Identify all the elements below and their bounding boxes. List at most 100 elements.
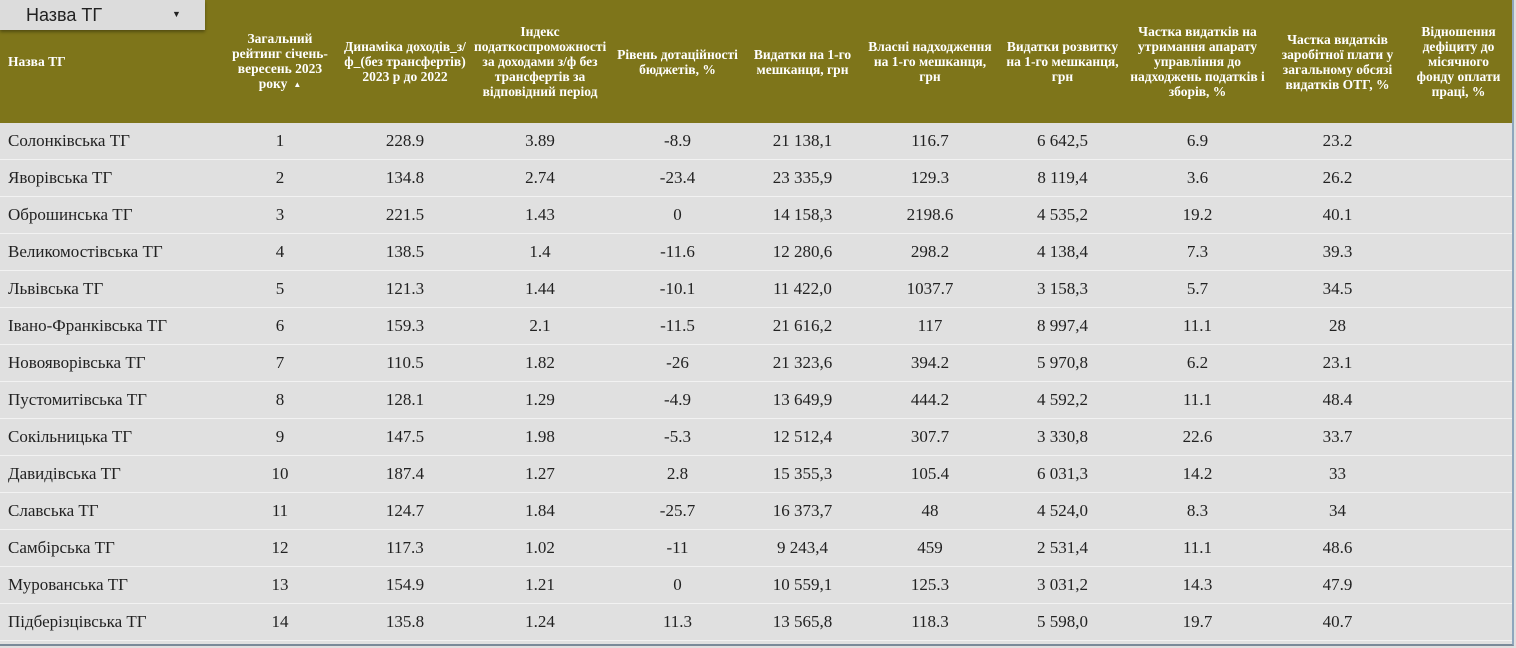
table-row[interactable]: Мурованська ТГ 13 154.9 1.21 0 10 559,1 125.3 3… xyxy=(0,566,1512,604)
cell-own-revenue-per-capita: 48 xyxy=(860,492,1000,530)
cell-rating: 4 xyxy=(220,233,340,271)
table-row[interactable]: Яворівська ТГ 2 134.8 2.74 -23.4 23 335,9 129.… xyxy=(0,159,1512,197)
table-row[interactable]: Оброшинська ТГ 3 221.5 1.43 0 14 158,3 2198.6 4… xyxy=(0,196,1512,234)
table-row[interactable]: Великомостівська ТГ 4 138.5 1.4 -11.6 12 280,… xyxy=(0,233,1512,271)
table-row[interactable]: Львівська ТГ 5 121.3 1.44 -10.1 11 422,0 1037.… xyxy=(0,270,1512,308)
cell-development-expenses: 2 531,4 xyxy=(1000,529,1125,567)
header-row: Назва ТГ Загальний рейтинг січень-вересе… xyxy=(0,0,1512,123)
tg-name-filter-dropdown[interactable]: Назва ТГ ▼ xyxy=(0,0,205,30)
column-header-subsidy-level[interactable]: Рівень дотаційності бюджетів, % xyxy=(610,0,745,123)
cell-deficit-ratio xyxy=(1405,344,1512,382)
cell-subsidy-level: -23.4 xyxy=(610,159,745,197)
cell-own-revenue-per-capita: 129.3 xyxy=(860,159,1000,197)
sort-ascending-icon: ▲ xyxy=(293,80,302,90)
cell-rating: 3 xyxy=(220,196,340,234)
cell-salary-share: 40.1 xyxy=(1270,196,1405,234)
cell-own-revenue-per-capita: 1037.7 xyxy=(860,270,1000,308)
cell-revenue-dynamics: 154.9 xyxy=(340,566,470,604)
column-header-development-expenses[interactable]: Видатки розвитку на 1-го мешканця, грн xyxy=(1000,0,1125,123)
column-header-revenue-dynamics[interactable]: Динаміка доходів_з/ф_(без трансфертів) 2… xyxy=(340,0,470,123)
cell-subsidy-level: -26 xyxy=(610,344,745,382)
cell-rating: 12 xyxy=(220,529,340,567)
cell-tax-capacity-index: 1.4 xyxy=(470,233,610,271)
cell-deficit-ratio xyxy=(1405,603,1512,641)
cell-deficit-ratio xyxy=(1405,492,1512,530)
cell-rating: 6 xyxy=(220,307,340,345)
cell-tax-capacity-index: 1.43 xyxy=(470,196,610,234)
cell-expenses-per-capita: 15 355,3 xyxy=(745,455,860,493)
cell-subsidy-level: -11.6 xyxy=(610,233,745,271)
cell-salary-share: 26.2 xyxy=(1270,159,1405,197)
cell-expenses-per-capita: 21 616,2 xyxy=(745,307,860,345)
column-header-rating-label: Загальний рейтинг січень-вересень 2023 р… xyxy=(232,30,328,91)
table-row[interactable]: Новояворівська ТГ 7 110.5 1.82 -26 21 323,6 39… xyxy=(0,344,1512,382)
cell-expenses-per-capita: 12 512,4 xyxy=(745,418,860,456)
cell-expenses-per-capita: 16 373,7 xyxy=(745,492,860,530)
cell-tg-name: Мурованська ТГ xyxy=(0,566,220,604)
cell-tg-name: Пустомитівська ТГ xyxy=(0,381,220,419)
cell-deficit-ratio xyxy=(1405,270,1512,308)
table-row[interactable]: Сокільницька ТГ 9 147.5 1.98 -5.3 12 512,4 307… xyxy=(0,418,1512,456)
cell-tax-capacity-index: 2.1 xyxy=(470,307,610,345)
table-row[interactable]: Івано-Франківська ТГ 6 159.3 2.1 -11.5 21 616… xyxy=(0,307,1512,345)
cell-salary-share: 48.4 xyxy=(1270,381,1405,419)
column-header-salary-share[interactable]: Частка видатків заробітної плати у загал… xyxy=(1270,0,1405,123)
cell-expenses-per-capita: 21 323,6 xyxy=(745,344,860,382)
cell-deficit-ratio xyxy=(1405,381,1512,419)
cell-subsidy-level: 11.3 xyxy=(610,603,745,641)
cell-salary-share: 47.9 xyxy=(1270,566,1405,604)
cell-tg-name: Солонківська ТГ xyxy=(0,123,220,160)
column-header-expenses-per-capita[interactable]: Видатки на 1-го мешканця, грн xyxy=(745,0,860,123)
cell-admin-expenses-share: 7.3 xyxy=(1125,233,1270,271)
cell-deficit-ratio xyxy=(1405,123,1512,160)
cell-tg-name: Підберізцівська ТГ xyxy=(0,603,220,641)
cell-subsidy-level: -5.3 xyxy=(610,418,745,456)
table-row[interactable]: Самбірська ТГ 12 117.3 1.02 -11 9 243,4 459 2 5… xyxy=(0,529,1512,567)
cell-own-revenue-per-capita: 116.7 xyxy=(860,123,1000,160)
cell-development-expenses: 3 330,8 xyxy=(1000,418,1125,456)
cell-salary-share: 40.7 xyxy=(1270,603,1405,641)
cell-revenue-dynamics: 228.9 xyxy=(340,123,470,160)
cell-rating: 1 xyxy=(220,123,340,160)
cell-own-revenue-per-capita: 2198.6 xyxy=(860,196,1000,234)
cell-revenue-dynamics: 124.7 xyxy=(340,492,470,530)
table-row[interactable]: Солонківська ТГ 1 228.9 3.89 -8.9 21 138,1 116… xyxy=(0,123,1512,160)
cell-subsidy-level: -4.9 xyxy=(610,381,745,419)
cell-tg-name: Новояворівська ТГ xyxy=(0,344,220,382)
cell-admin-expenses-share: 22.6 xyxy=(1125,418,1270,456)
cell-own-revenue-per-capita: 105.4 xyxy=(860,455,1000,493)
column-header-tax-capacity-index[interactable]: Індекс податкоспроможності за доходами з… xyxy=(470,0,610,123)
cell-deficit-ratio xyxy=(1405,455,1512,493)
cell-own-revenue-per-capita: 117 xyxy=(860,307,1000,345)
column-header-admin-expenses-share[interactable]: Частка видатків на утримання апарату упр… xyxy=(1125,0,1270,123)
table-row[interactable]: Підберізцівська ТГ 14 135.8 1.24 11.3 13 565,… xyxy=(0,603,1512,641)
column-header-rating[interactable]: Загальний рейтинг січень-вересень 2023 р… xyxy=(220,0,340,123)
cell-expenses-per-capita: 11 422,0 xyxy=(745,270,860,308)
column-header-own-revenue-per-capita[interactable]: Власні надходження на 1-го мешканця, грн xyxy=(860,0,1000,123)
cell-deficit-ratio xyxy=(1405,529,1512,567)
cell-salary-share: 39.3 xyxy=(1270,233,1405,271)
cell-revenue-dynamics: 159.3 xyxy=(340,307,470,345)
table-row[interactable]: Славська ТГ 11 124.7 1.84 -25.7 16 373,7 48 4 5… xyxy=(0,492,1512,530)
cell-rating: 11 xyxy=(220,492,340,530)
cell-development-expenses: 6 031,3 xyxy=(1000,455,1125,493)
cell-rating: 8 xyxy=(220,381,340,419)
table-row[interactable]: Давидівська ТГ 10 187.4 1.27 2.8 15 355,3 105.… xyxy=(0,455,1512,493)
cell-development-expenses: 4 592,2 xyxy=(1000,381,1125,419)
cell-revenue-dynamics: 121.3 xyxy=(340,270,470,308)
cell-deficit-ratio xyxy=(1405,159,1512,197)
cell-tax-capacity-index: 1.02 xyxy=(470,529,610,567)
cell-revenue-dynamics: 135.8 xyxy=(340,603,470,641)
table-row[interactable]: Пустомитівська ТГ 8 128.1 1.29 -4.9 13 649,9 4… xyxy=(0,381,1512,419)
cell-deficit-ratio xyxy=(1405,418,1512,456)
cell-rating: 13 xyxy=(220,566,340,604)
column-header-deficit-ratio[interactable]: Відношення дефіциту до місячного фонду о… xyxy=(1405,0,1512,123)
cell-admin-expenses-share: 5.7 xyxy=(1125,270,1270,308)
cell-subsidy-level: -8.9 xyxy=(610,123,745,160)
cell-deficit-ratio xyxy=(1405,196,1512,234)
cell-revenue-dynamics: 128.1 xyxy=(340,381,470,419)
cell-development-expenses: 8 997,4 xyxy=(1000,307,1125,345)
cell-salary-share: 34.5 xyxy=(1270,270,1405,308)
cell-rating: 10 xyxy=(220,455,340,493)
